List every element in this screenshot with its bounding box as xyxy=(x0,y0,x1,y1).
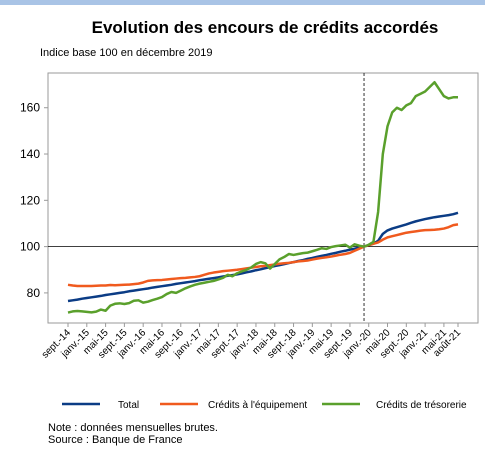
source: Source : Banque de France xyxy=(48,434,183,446)
legend-label: Crédits de trésorerie xyxy=(376,400,467,411)
note: Note : données mensuelles brutes. xyxy=(48,422,218,434)
chart-title: Evolution des encours de crédits accordé… xyxy=(92,18,439,37)
legend-label: Crédits à l'équipement xyxy=(208,400,307,411)
y-tick-label: 160 xyxy=(20,101,40,115)
y-tick-label: 120 xyxy=(20,193,40,207)
legend-label: Total xyxy=(118,400,139,411)
top-band xyxy=(0,0,485,5)
series-line xyxy=(67,81,458,314)
y-tick-label: 80 xyxy=(27,286,41,300)
plot-frame xyxy=(47,72,479,324)
series-line xyxy=(67,211,459,303)
series-line xyxy=(67,223,459,288)
y-tick-label: 100 xyxy=(20,240,40,254)
y-tick-label: 140 xyxy=(20,147,40,161)
chart-subtitle: Indice base 100 en décembre 2019 xyxy=(40,47,212,59)
